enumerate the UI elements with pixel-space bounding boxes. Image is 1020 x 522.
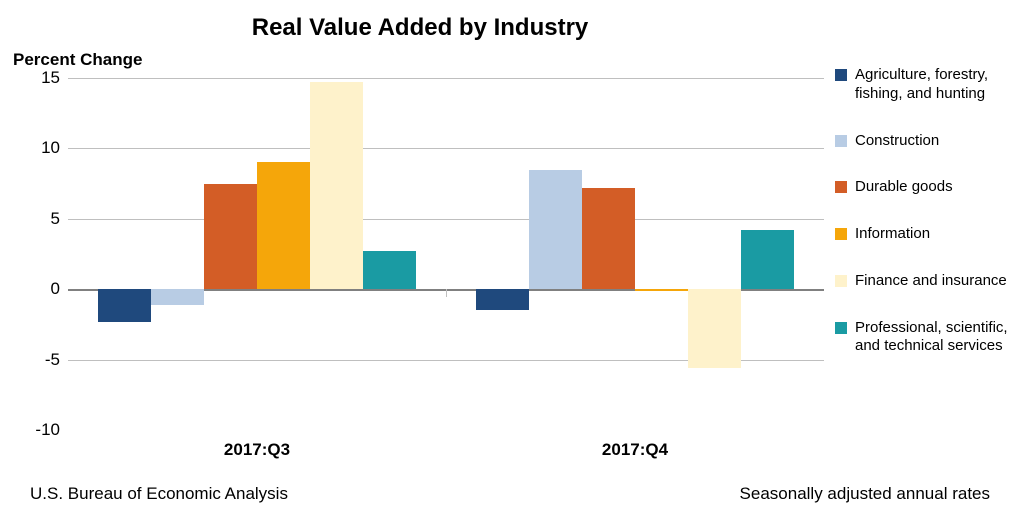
x-tick-label: 2017:Q4 <box>602 440 668 460</box>
legend-swatch <box>835 228 847 240</box>
y-axis-label: Percent Change <box>13 50 142 70</box>
legend-label: Professional, scientific, and technical … <box>855 319 1015 357</box>
bar <box>310 82 363 289</box>
bar <box>204 184 257 290</box>
legend-item: Finance and insurance <box>835 272 1015 291</box>
chart-container: Real Value Added by Industry Percent Cha… <box>0 0 1020 522</box>
y-tick-label: 15 <box>41 68 60 88</box>
gridline <box>68 219 824 220</box>
bar <box>363 251 416 289</box>
legend: Agriculture, forestry, fishing, and hunt… <box>835 66 1015 384</box>
bar <box>688 289 741 368</box>
plot-area: -10-50510152017:Q32017:Q4 <box>68 78 824 430</box>
legend-item: Professional, scientific, and technical … <box>835 319 1015 357</box>
gridline <box>68 78 824 79</box>
bar <box>257 162 310 289</box>
legend-swatch <box>835 69 847 81</box>
x-tick-label: 2017:Q3 <box>224 440 290 460</box>
y-tick-label: -5 <box>45 350 60 370</box>
legend-swatch <box>835 181 847 193</box>
footer-source: U.S. Bureau of Economic Analysis <box>30 484 288 504</box>
bar <box>98 289 151 321</box>
y-tick-label: -10 <box>35 420 60 440</box>
legend-label: Agriculture, forestry, fishing, and hunt… <box>855 66 1015 104</box>
legend-swatch <box>835 275 847 287</box>
legend-swatch <box>835 135 847 147</box>
bar <box>635 289 688 290</box>
bar <box>151 289 204 304</box>
footer-note: Seasonally adjusted annual rates <box>740 484 990 504</box>
chart-title: Real Value Added by Industry <box>0 14 840 42</box>
legend-item: Durable goods <box>835 178 1015 197</box>
legend-label: Finance and insurance <box>855 272 1007 291</box>
legend-label: Information <box>855 225 930 244</box>
legend-label: Construction <box>855 132 939 151</box>
bar <box>529 170 582 290</box>
bar <box>741 230 794 289</box>
y-tick-label: 5 <box>51 209 60 229</box>
legend-label: Durable goods <box>855 178 953 197</box>
legend-swatch <box>835 322 847 334</box>
y-tick-label: 10 <box>41 138 60 158</box>
y-tick-label: 0 <box>51 279 60 299</box>
legend-item: Agriculture, forestry, fishing, and hunt… <box>835 66 1015 104</box>
legend-item: Information <box>835 225 1015 244</box>
legend-item: Construction <box>835 132 1015 151</box>
bar <box>476 289 529 310</box>
gridline <box>68 148 824 149</box>
bar <box>582 188 635 289</box>
group-separator <box>446 289 447 297</box>
